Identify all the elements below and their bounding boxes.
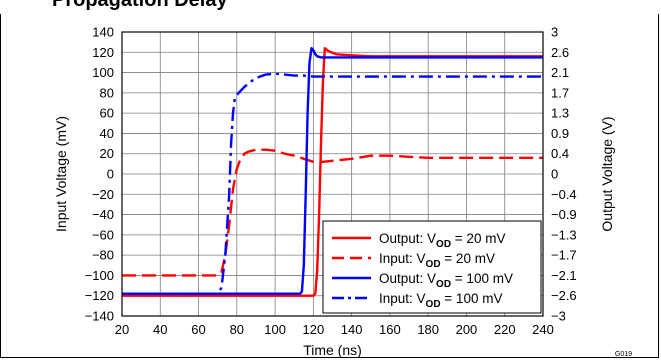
right-tick-label-6: −0.4 bbox=[551, 187, 577, 202]
figure-id: G019 bbox=[615, 351, 632, 358]
left-tick-label-14: 140 bbox=[92, 25, 114, 40]
left-tick-label-7: 0 bbox=[107, 167, 114, 182]
right-tick-label-4: −1.3 bbox=[551, 227, 577, 242]
chart-title: Propagation Delay bbox=[52, 0, 228, 11]
series-line-2 bbox=[122, 47, 543, 295]
right-tick-label-11: 1.7 bbox=[551, 85, 569, 100]
right-tick-label-13: 2.6 bbox=[551, 45, 569, 60]
right-tick-label-3: −1.7 bbox=[551, 248, 577, 263]
right-tick-label-10: 1.3 bbox=[551, 106, 569, 121]
left-tick-label-11: 80 bbox=[100, 85, 114, 100]
left-tick-label-9: 40 bbox=[100, 126, 114, 141]
bottom-tick-label-8: 180 bbox=[417, 322, 439, 337]
left-tick-label-4: −60 bbox=[92, 227, 114, 242]
right-tick-label-7: 0 bbox=[551, 167, 558, 182]
bottom-tick-label-2: 60 bbox=[191, 322, 205, 337]
left-axis-ticks: −140 −120 −100 −80 −60 −40 −20 0 20 40 60 80 100 120 1… bbox=[85, 25, 114, 324]
left-tick-label-5: −40 bbox=[92, 207, 114, 222]
left-y-axis-label: Input Voltage (mV) bbox=[53, 116, 69, 232]
right-tick-label-9: 0.9 bbox=[551, 126, 569, 141]
left-tick-label-8: 20 bbox=[100, 146, 114, 161]
left-tick-label-6: −20 bbox=[92, 187, 114, 202]
left-tick-label-3: −80 bbox=[92, 248, 114, 263]
bottom-tick-label-1: 40 bbox=[153, 322, 167, 337]
figure-frame bbox=[0, 14, 659, 358]
left-tick-label-12: 100 bbox=[92, 65, 114, 80]
left-tick-label-2: −100 bbox=[85, 268, 114, 283]
right-tick-label-0: −3 bbox=[551, 309, 566, 324]
bottom-tick-label-7: 160 bbox=[379, 322, 401, 337]
bottom-tick-label-4: 100 bbox=[264, 322, 286, 337]
bottom-tick-label-9: 200 bbox=[456, 322, 478, 337]
right-tick-label-5: −0.9 bbox=[551, 207, 577, 222]
chart-title-strip: Propagation Delay bbox=[0, 0, 661, 14]
right-tick-label-2: −2.1 bbox=[551, 268, 577, 283]
right-tick-label-1: −2.6 bbox=[551, 288, 577, 303]
bottom-tick-label-6: 140 bbox=[341, 322, 363, 337]
series-line-1 bbox=[122, 148, 543, 277]
left-tick-label-13: 120 bbox=[92, 45, 114, 60]
bottom-tick-label-0: 20 bbox=[115, 322, 129, 337]
right-axis-ticks: −3 −2.6 −2.1 −1.7 −1.3 −0.9 −0.4 0 0.4 0.9 1.3 1.7 2… bbox=[551, 25, 577, 324]
right-tick-label-14: 3 bbox=[551, 25, 558, 40]
x-axis-label: Time (ns) bbox=[303, 342, 362, 358]
right-tick-label-8: 0.4 bbox=[551, 146, 569, 161]
left-tick-label-1: −120 bbox=[85, 288, 114, 303]
right-y-axis-label: Output Voltage (V) bbox=[599, 116, 615, 231]
series-layer bbox=[122, 47, 543, 297]
bottom-tick-label-11: 240 bbox=[532, 322, 554, 337]
bottom-tick-label-5: 120 bbox=[303, 322, 325, 337]
bottom-tick-label-3: 80 bbox=[230, 322, 244, 337]
legend-label-0: Output: VOD = 20 mV bbox=[379, 231, 505, 250]
legend-label-3: Input: VOD = 100 mV bbox=[379, 291, 502, 310]
left-tick-label-10: 60 bbox=[100, 106, 114, 121]
right-tick-label-12: 2.1 bbox=[551, 65, 569, 80]
plot-area-border bbox=[121, 31, 544, 317]
bottom-tick-label-10: 220 bbox=[494, 322, 516, 337]
bottom-axis-ticks: 20 40 60 80 100 120 140 160 180 200 220 240 bbox=[115, 322, 554, 337]
legend-label-1: Input: VOD = 20 mV bbox=[379, 251, 495, 270]
left-tick-label-0: −140 bbox=[85, 309, 114, 324]
series-line-3 bbox=[122, 72, 543, 295]
legend-label-2: Output: VOD = 100 mV bbox=[379, 271, 513, 290]
